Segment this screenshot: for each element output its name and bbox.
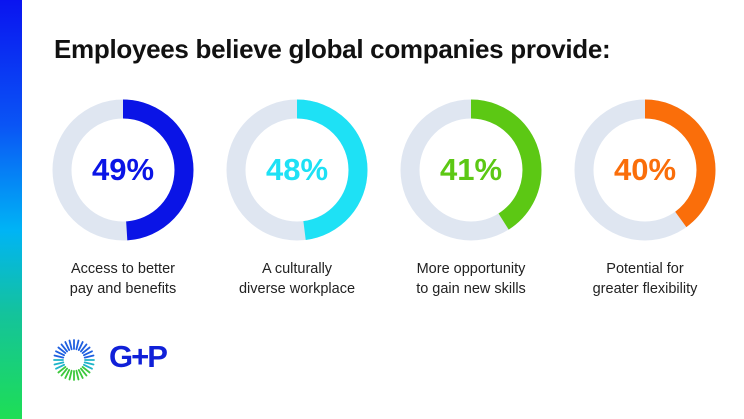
- caption-line-1: A culturally: [261, 261, 333, 277]
- donut-svg: [574, 99, 716, 241]
- donut-svg: [52, 99, 194, 241]
- company-logo-text: G+P: [109, 339, 168, 374]
- chart-title: Employees believe global companies provi…: [54, 34, 611, 64]
- caption-1: Access to better pay and benefits: [33, 259, 213, 299]
- percentage-value: 48%: [265, 152, 329, 187]
- percentage-value: 49%: [91, 152, 155, 187]
- donut-ring-1: 49%: [52, 99, 194, 241]
- percentage-value: 40%: [613, 152, 677, 187]
- sunburst-logo-icon: [52, 338, 96, 382]
- caption-2: A culturally diverse workplace: [207, 259, 387, 299]
- donut-svg: [400, 99, 542, 241]
- caption-line-1: More opportunity: [416, 261, 526, 277]
- caption-line-1: Access to better: [71, 261, 175, 277]
- donut-ring-4: 40%: [574, 99, 716, 241]
- caption-line-2: diverse workplace: [238, 281, 356, 297]
- caption-line-2: greater flexibility: [592, 281, 698, 297]
- caption-4: Potential for greater flexibility: [555, 259, 735, 299]
- caption-line-2: pay and benefits: [69, 281, 177, 297]
- caption-line-1: Potential for: [606, 261, 684, 277]
- donut-svg: [226, 99, 368, 241]
- gradient-side-bar: [0, 0, 22, 419]
- percentage-value: 41%: [439, 152, 503, 187]
- caption-line-2: to gain new skills: [416, 281, 526, 297]
- donut-ring-3: 41%: [400, 99, 542, 241]
- caption-3: More opportunity to gain new skills: [381, 259, 561, 299]
- donut-ring-2: 48%: [226, 99, 368, 241]
